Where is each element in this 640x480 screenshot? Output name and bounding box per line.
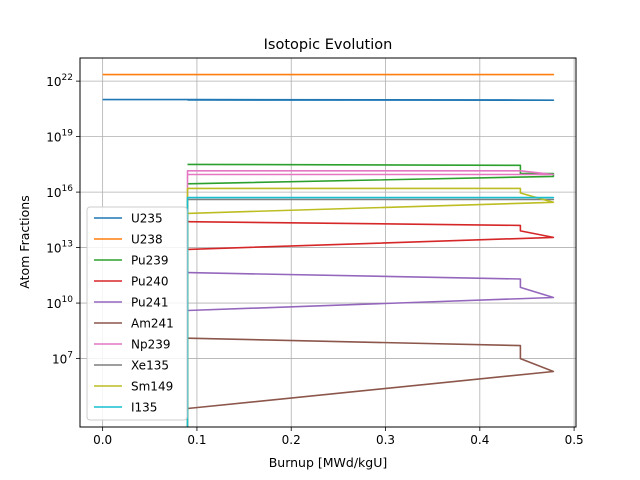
legend-label: Sm149: [131, 380, 173, 394]
y-tick-base: 10: [46, 75, 61, 89]
y-axis-label: Atom Fractions: [17, 195, 32, 288]
y-tick-label: 1010: [46, 295, 73, 311]
y-tick-label: 107: [52, 351, 73, 367]
x-tick-label: 0.2: [282, 433, 301, 447]
legend-label: Am241: [131, 317, 174, 331]
chart-title: Isotopic Evolution: [264, 37, 393, 53]
legend-label: Xe135: [131, 359, 169, 373]
legend-label: I135: [131, 401, 157, 415]
x-tick-label: 0.4: [470, 433, 489, 447]
series-line-pu239: [187, 163, 555, 185]
y-tick-label: 1022: [46, 73, 73, 89]
series-line-pu240: [187, 220, 555, 251]
legend-label: U238: [131, 233, 163, 247]
x-tick-label: 0.0: [93, 433, 112, 447]
y-tick-exponent: 10: [62, 295, 74, 305]
x-tick-label: 0.5: [565, 433, 584, 447]
y-tick-exponent: 19: [62, 129, 74, 139]
x-tick-label: 0.3: [376, 433, 395, 447]
y-tick-label: 1016: [46, 184, 73, 200]
plot-frame: [79, 57, 577, 428]
legend-label: Np239: [131, 338, 171, 352]
y-tick-base: 10: [46, 131, 61, 145]
series-line-am241: [187, 337, 555, 410]
y-tick-exponent: 22: [62, 73, 73, 83]
x-axis-label: Burnup [MWd/kgU]: [269, 455, 388, 470]
y-tick-exponent: 16: [62, 184, 74, 194]
y-tick-exponent: 13: [62, 240, 73, 250]
series-line-u235: [102, 98, 555, 101]
y-tick-base: 10: [52, 353, 67, 367]
y-tick-label: 1019: [46, 129, 73, 145]
legend: U235 U238 Pu239 Pu240 Pu241 Am241 Np239 Xe135 Sm…: [86, 206, 188, 421]
legend-label: Pu240: [131, 275, 169, 289]
legend-label: Pu241: [131, 296, 169, 310]
y-tick-base: 10: [46, 297, 61, 311]
series-line-pu241: [187, 271, 555, 312]
legend-items: U235 U238 Pu239 Pu240 Pu241 Am241 Np239 Xe135 Sm…: [94, 212, 174, 415]
legend-label: Pu239: [131, 254, 169, 268]
y-tick-base: 10: [46, 242, 61, 256]
x-axis-ticks: 0.0 0.1 0.2 0.3 0.4 0.5: [93, 427, 584, 447]
y-tick-exponent: 7: [67, 351, 73, 361]
y-tick-label: 1013: [46, 240, 73, 256]
y-tick-base: 10: [46, 186, 61, 200]
legend-label: U235: [131, 212, 163, 226]
x-tick-label: 0.1: [187, 433, 206, 447]
